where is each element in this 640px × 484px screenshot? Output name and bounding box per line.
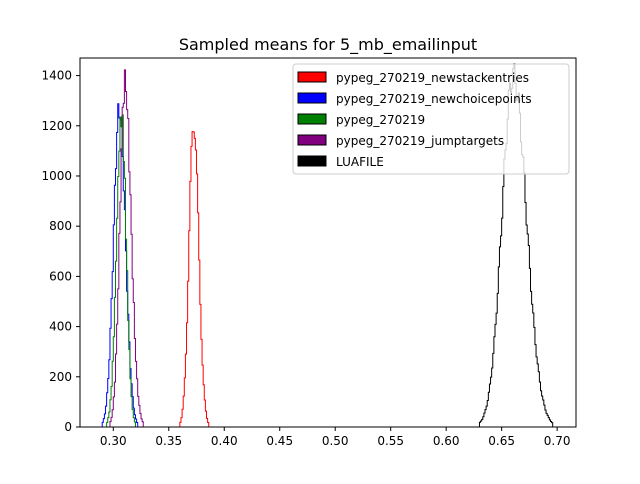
legend-label: pypeg_270219_newstackentries	[336, 71, 529, 85]
legend-label: pypeg_270219_newchoicepoints	[336, 92, 532, 106]
x-tick-label: 0.65	[488, 434, 515, 448]
x-tick-label: 0.40	[211, 434, 238, 448]
x-tick-label: 0.60	[433, 434, 460, 448]
legend-swatch	[297, 155, 327, 167]
y-tick-label: 1400	[41, 69, 72, 83]
x-tick-label: 0.55	[377, 434, 404, 448]
series-layer	[101, 63, 554, 427]
y-tick-label: 1000	[41, 169, 72, 183]
legend-swatch	[297, 71, 327, 83]
legend-label: pypeg_270219	[336, 113, 425, 127]
legend: pypeg_270219_newstackentries pypeg_270219…	[292, 63, 570, 175]
x-tick-label: 0.35	[155, 434, 182, 448]
y-tick-label: 0	[64, 420, 72, 434]
histogram-series-pypeg_270219	[106, 114, 136, 427]
y-tick-label: 800	[49, 219, 72, 233]
x-tick-label: 0.30	[100, 434, 127, 448]
x-tick-label: 0.45	[266, 434, 293, 448]
y-tick-label: 200	[49, 370, 72, 384]
y-tick-label: 400	[49, 320, 72, 334]
chart-title: Sampled means for 5_mb_emailinput	[179, 35, 477, 55]
legend-box	[292, 63, 570, 175]
histogram-series-pypeg_270219_newstackentries	[179, 131, 210, 427]
legend-swatch	[297, 92, 327, 104]
legend-swatch	[297, 134, 327, 146]
plot-area-frame	[79, 57, 577, 428]
axes-layer: 0.30 0.35 0.40 0.45 0.50 0.55 0.60 0.65 0.70 0 200…	[41, 57, 577, 448]
y-tick-label: 1200	[41, 119, 72, 133]
histogram-series-pypeg_270219_jumptargets	[109, 69, 144, 427]
y-tick-label: 600	[49, 269, 72, 283]
legend-swatch	[297, 113, 327, 125]
legend-label: pypeg_270219_jumptargets	[336, 134, 504, 148]
x-tick-label: 0.70	[544, 434, 571, 448]
legend-label: LUAFILE	[336, 155, 384, 169]
x-tick-label: 0.50	[322, 434, 349, 448]
